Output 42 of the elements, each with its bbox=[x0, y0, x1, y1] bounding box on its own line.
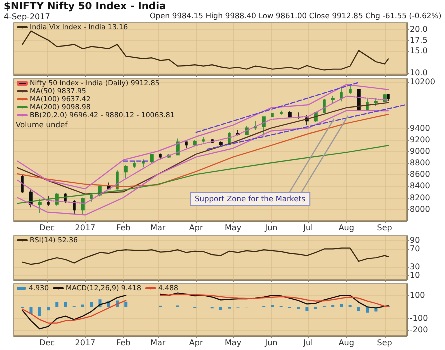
y-tick-label: 100 bbox=[410, 291, 426, 300]
x-tick-label: Feb bbox=[116, 224, 131, 232]
x-tick-label: Sep bbox=[377, 224, 392, 232]
x-tick-label: Aug bbox=[338, 224, 354, 232]
y-tick-label: 15.0 bbox=[410, 46, 428, 56]
x-tick-label: Jun bbox=[264, 224, 278, 232]
y-tick-label: 30 bbox=[410, 262, 420, 272]
x-tick-label: Feb bbox=[116, 338, 131, 348]
y-tick-label: 10.0 bbox=[410, 68, 428, 78]
y-tick-label: 10200 bbox=[410, 77, 436, 86]
x-tick-label: Jun bbox=[264, 338, 278, 348]
x-tick-label: 2017 bbox=[75, 224, 96, 232]
y-tick-label: 9000 bbox=[410, 146, 430, 156]
y-tick-label: 20.0 bbox=[410, 25, 428, 34]
y-tick-label: -200 bbox=[410, 326, 428, 335]
x-tick-label: Jul bbox=[302, 338, 314, 348]
y-tick-label: -100 bbox=[410, 314, 428, 324]
x-tick-label: May bbox=[225, 224, 242, 232]
y-tick-label: 8200 bbox=[410, 193, 430, 202]
x-tick-label: Sep bbox=[377, 338, 392, 348]
x-tick-label: Apr bbox=[189, 338, 204, 348]
y-tick-label: 10 bbox=[410, 271, 420, 280]
x-tick-label: 2017 bbox=[75, 338, 96, 348]
x-tick-label: Mar bbox=[150, 338, 166, 348]
x-tick-label: Dec bbox=[40, 224, 56, 232]
x-tick-label: Apr bbox=[189, 224, 204, 232]
x-tick-label: Aug bbox=[338, 338, 354, 348]
x-tick-label: Mar bbox=[150, 224, 166, 232]
chart-title: $NIFTY Nifty 50 Index - India bbox=[4, 2, 166, 12]
y-tick-label: 8800 bbox=[410, 158, 430, 168]
y-tick-label: 9200 bbox=[410, 135, 430, 144]
y-tick-label: 8400 bbox=[410, 182, 430, 191]
x-tick-label: May bbox=[225, 338, 242, 348]
y-tick-label: 8600 bbox=[410, 170, 430, 180]
y-tick-label: 9400 bbox=[410, 124, 430, 133]
y-tick-label: 90 bbox=[410, 236, 420, 245]
y-tick-label: 8000 bbox=[410, 204, 430, 214]
y-tick-label: 70 bbox=[410, 244, 420, 254]
x-tick-label: Dec bbox=[40, 338, 56, 348]
y-tick-label: 17.5 bbox=[410, 36, 428, 45]
chart-subtitle: 4-Sep-2017 bbox=[4, 12, 50, 22]
x-tick-label: Jul bbox=[302, 224, 314, 232]
